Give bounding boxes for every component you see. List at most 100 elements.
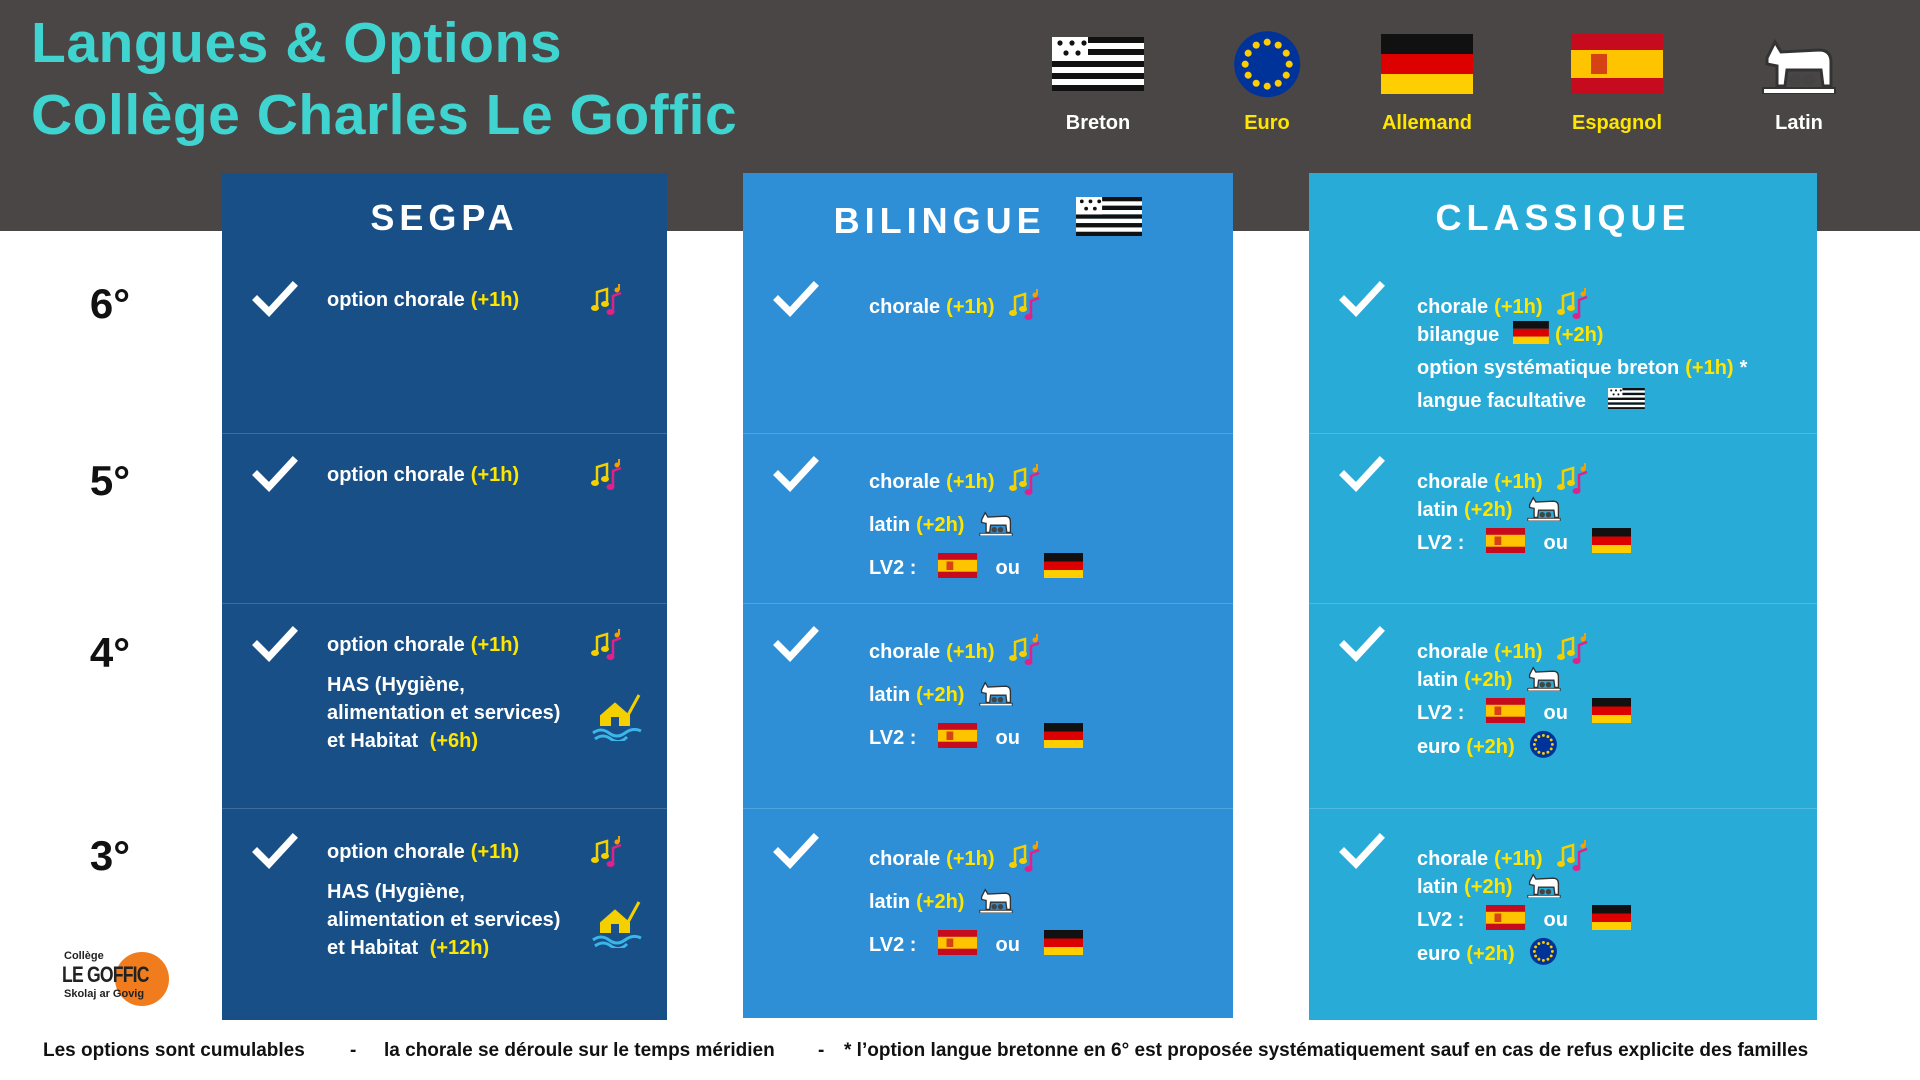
language-label: Latin [1775,112,1823,134]
cell-line: latin (+2h) [869,674,1014,717]
cell-line: option chorale (+1h) [327,629,622,660]
icon-part [1043,722,1084,749]
or-label: ou [1543,702,1568,724]
cell-line: chorale (+1h) [1417,461,1591,503]
icon-part [991,904,998,910]
cell-line: chorale (+1h) [1417,286,1591,328]
icon-part [773,833,819,870]
icon-part [1013,843,1026,865]
icon-part [1043,739,1084,749]
checkmark [252,455,298,500]
icon-part [1008,861,1017,868]
footer-text: Les options sont cumulables [43,1040,305,1061]
or-label: ou [995,934,1020,956]
icon-part [1079,199,1084,204]
icon-part [1546,682,1552,688]
line-label: latin [1417,876,1459,898]
icon-part [1032,844,1037,849]
icon-part [938,559,978,572]
row-separator [1309,433,1817,434]
icon-part [592,727,642,738]
icon-part [1607,394,1645,398]
title: Langues & Options [31,11,563,75]
icon-part [1052,85,1144,91]
hours: (+1h) [946,641,995,663]
icon-part [1018,650,1027,657]
icon-part [946,561,954,570]
icon-music [1008,632,1043,674]
icon-part [611,717,619,727]
icon-part [594,734,629,744]
icon-eu [1529,937,1558,972]
icon-part [1233,30,1300,97]
icon-part [1607,399,1645,403]
or-label: ou [995,727,1020,749]
icon-part [592,934,642,945]
footer-text: la chorale se déroule sur le temps mérid… [384,1040,775,1061]
icon-part [938,729,978,742]
column: CLASSIQUE chorale (+1h) bilangue (+2h) option… [1309,173,1817,1020]
icon-part [1572,865,1580,871]
icon-bzh [1075,197,1143,245]
icon-part [1571,50,1663,78]
icon-part [591,629,622,660]
icon-part [601,646,609,652]
icon-part [1075,197,1102,215]
icon-part [1550,949,1554,953]
icon-part [1539,889,1546,895]
hours: (+1h) [1494,295,1543,318]
icon-part [1546,512,1552,518]
icon-part [1591,904,1632,931]
row-separator [222,433,667,434]
icon-part [1339,626,1385,663]
icon-part [1381,54,1473,74]
icon-part [1486,704,1526,717]
icon-part [1282,49,1290,57]
line-label: option systématique breton [1417,357,1680,379]
icon-part [1043,552,1084,562]
icon-part [1537,942,1541,946]
icon-part [1546,750,1550,754]
icon-wolf [978,679,1014,712]
icon-part [1566,305,1575,311]
checkmark [252,280,298,325]
icon-part [1537,750,1541,754]
icon-part [773,456,819,493]
footer-text: - [818,1040,825,1061]
icon-part [1075,50,1081,56]
icon-part [606,484,615,490]
hours: (+2h) [1466,735,1515,758]
icon-es [1486,527,1526,560]
icon-part [1244,49,1252,57]
hours: (+2h) [1464,876,1513,898]
hours: (+1h) [1494,470,1543,493]
icon-part [591,459,622,490]
row-separator [743,433,1233,434]
icon-de [1043,552,1084,585]
cell-line: LV2 : ou [869,547,1084,590]
language-flag [1048,24,1148,104]
cell-line: chorale (+1h) [869,838,1043,881]
icon-part [1052,37,1144,43]
checkmark [773,455,819,500]
line-label: euro [1417,942,1461,965]
cell-line: bilangue (+2h) [1417,319,1603,352]
line-label: LV2 : [869,934,917,956]
cell-line: euro (+2h) [1417,730,1557,765]
hours: (+1h) [1494,640,1543,663]
icon-music [591,834,625,876]
icon-part [1561,291,1574,312]
icon-part [1610,389,1613,392]
icon-part [1532,742,1536,746]
icon-part [1572,488,1580,494]
row-separator [743,808,1233,809]
hours: (+1h) [470,463,520,486]
line-label: bilangue [1417,324,1500,346]
icon-part [1075,227,1143,232]
icon-part [1614,389,1617,392]
column-title: SEGPA [370,197,519,238]
icon-part [1529,496,1560,519]
icon-part [1577,295,1587,316]
icon-part [1789,74,1801,86]
level-label: 4° [89,629,131,676]
